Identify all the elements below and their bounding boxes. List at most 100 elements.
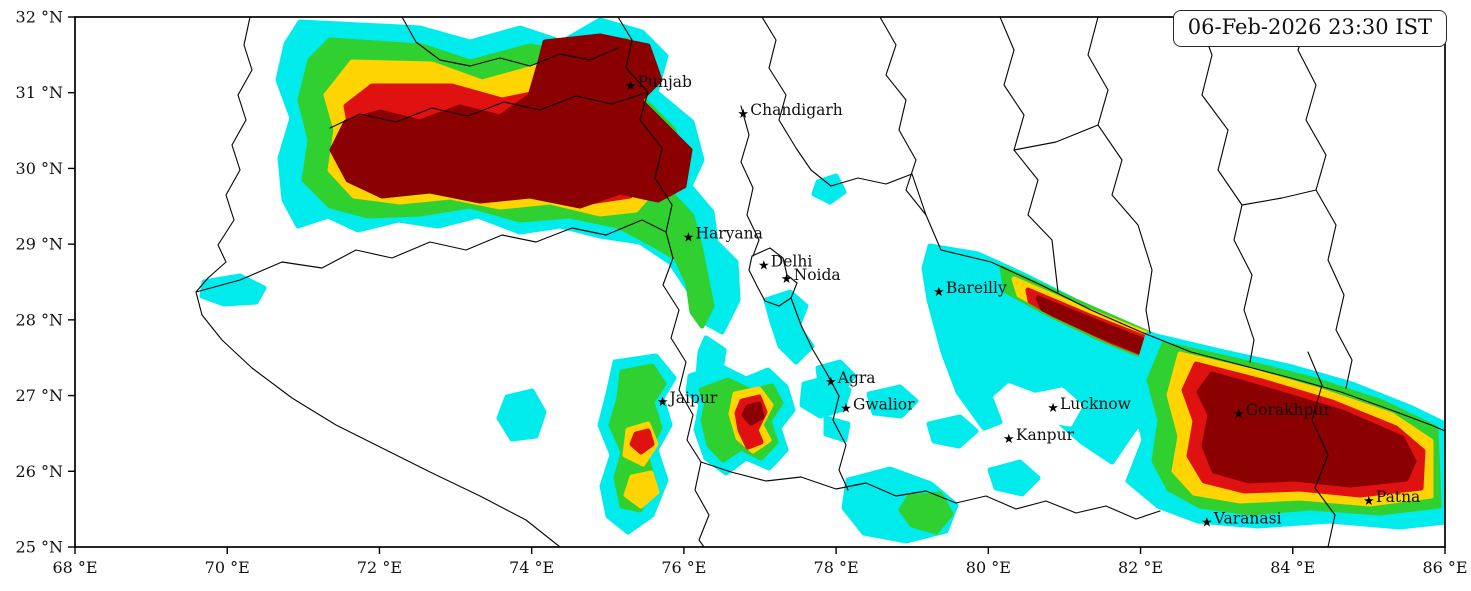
city-label: Jaipur (668, 389, 718, 407)
boundary-line (761, 17, 832, 187)
city-marker-chandigarh: ★ Chandigarh (737, 101, 842, 122)
y-tick-label: 25 °N (16, 538, 63, 557)
x-tick-label: 78 °E (814, 558, 859, 577)
city-label: Chandigarh (750, 101, 843, 119)
contour-region-wisp-1 (866, 384, 919, 419)
city-marker-gwalior: ★ Gwalior (840, 396, 915, 417)
city-star-icon: ★ (825, 375, 837, 390)
y-tick-label: 26 °N (16, 462, 63, 481)
x-tick-label: 86 °E (1422, 558, 1467, 577)
boundary-line (1241, 189, 1317, 206)
contour-region-cluster-w-yel-2 (623, 470, 660, 509)
city-marker-varanasi: ★ Varanasi (1201, 509, 1282, 530)
city-marker-bareilly: ★ Bareilly (933, 279, 1007, 300)
city-star-icon: ★ (933, 285, 945, 300)
boundary-line (329, 91, 649, 129)
contour-region-delhi-wisp-cyan (763, 289, 815, 365)
x-tick-label: 80 °E (966, 558, 1011, 577)
city-marker-agra: ★ Agra (825, 369, 876, 390)
city-star-icon: ★ (1233, 407, 1245, 422)
x-tick-label: 76 °E (661, 558, 706, 577)
timestamp-text: 06-Feb-2026 23:30 IST (1187, 15, 1432, 39)
city-label: Noida (794, 266, 841, 284)
contour-region-mp-green (898, 491, 954, 535)
y-tick-label: 31 °N (16, 83, 63, 102)
city-star-icon: ★ (1201, 515, 1213, 530)
y-tick-label: 27 °N (16, 386, 63, 405)
city-marker-lucknow: ★ Lucknow (1047, 395, 1131, 416)
contour-region-cluster-w-red (629, 428, 655, 455)
x-tick-label: 72 °E (357, 558, 402, 577)
state-boundary-lines (195, 17, 1445, 547)
contour-region-wisp-2 (926, 414, 979, 449)
city-star-icon: ★ (1047, 401, 1059, 416)
x-axis: 68 °E 70 °E 72 °E 74 °E 76 °E 78 °E 80 °E 82 °E… (52, 547, 1468, 577)
city-marker-jaipur: ★ Jaipur (657, 389, 718, 410)
city-label: Agra (837, 369, 876, 387)
contour-region-cluster-e-maroon (741, 401, 765, 426)
city-marker-delhi: ★ Delhi (758, 253, 812, 274)
x-tick-label: 68 °E (52, 558, 97, 577)
y-tick-label: 29 °N (16, 235, 63, 254)
boundary-line (940, 249, 1445, 432)
city-label: Patna (1376, 488, 1420, 506)
boundary-line (1013, 124, 1099, 151)
boundary-line (700, 461, 1161, 520)
boundary-line (879, 17, 942, 251)
boundary-line (790, 297, 849, 491)
city-marker-kanpur: ★ Kanpur (1003, 426, 1075, 447)
y-axis: 25 °N 26 °N 27 °N 28 °N 29 °N 30 °N 31 °N 32 °N (16, 8, 75, 557)
y-tick-label: 30 °N (16, 159, 63, 178)
plot-frame (74, 16, 1446, 548)
city-label: Gwalior (853, 396, 915, 414)
city-star-icon: ★ (1003, 432, 1015, 447)
city-marker-noida: ★ Noida (781, 266, 841, 287)
boundary-line (1307, 351, 1336, 547)
contour-region-east-maroon (1196, 371, 1417, 488)
boundary-line (617, 17, 673, 233)
city-star-icon: ★ (683, 231, 695, 246)
boundary-line (195, 17, 561, 547)
city-markers: ★ Punjab★ Chandigarh★ Haryana★ Delhi★ Noida★ B… (625, 73, 1421, 530)
contour-region-gwalior-cyan-2 (823, 415, 851, 443)
contour-region-wisp-3 (987, 459, 1041, 497)
city-label: Lucknow (1060, 395, 1132, 413)
city-star-icon: ★ (781, 272, 793, 287)
boundary-line (1297, 17, 1353, 389)
timestamp-box: 06-Feb-2026 23:30 IST (1172, 10, 1447, 48)
contour-region-hill-wisp-cyan (811, 173, 847, 205)
contour-region-gwalior-cyan-1 (799, 374, 852, 419)
city-marker-patna: ★ Patna (1363, 488, 1420, 509)
city-label: Varanasi (1213, 509, 1282, 527)
boundary-line (662, 231, 702, 463)
boundary-line (694, 461, 710, 547)
city-label: Haryana (695, 225, 762, 243)
city-star-icon: ★ (657, 395, 669, 410)
city-label: Delhi (771, 253, 813, 271)
boundary-line (195, 219, 667, 293)
x-tick-label: 82 °E (1118, 558, 1163, 577)
boundary-line (401, 17, 619, 67)
x-tick-label: 84 °E (1270, 558, 1315, 577)
x-tick-label: 70 °E (205, 558, 250, 577)
contour-region-patch-cyan (496, 388, 547, 442)
city-star-icon: ★ (840, 402, 852, 417)
contour-region-band-hole (1029, 387, 1083, 427)
contour-region-west-wisp-cyan (199, 273, 267, 307)
fog-intensity-layers (199, 17, 1445, 544)
city-star-icon: ★ (758, 259, 770, 274)
city-marker-punjab: ★ Punjab (625, 73, 692, 94)
city-star-icon: ★ (625, 79, 637, 94)
city-label: Punjab (638, 73, 692, 91)
city-marker-gorakhpur: ★ Gorakhpur (1233, 401, 1331, 422)
contour-region-punjab-maroon (329, 33, 693, 209)
boundary-line (830, 173, 927, 216)
y-tick-label: 32 °N (16, 8, 63, 27)
boundary-line (740, 105, 760, 257)
y-tick-label: 28 °N (16, 310, 63, 329)
city-star-icon: ★ (737, 107, 749, 122)
city-label: Bareilly (946, 279, 1007, 297)
city-label: Gorakhpur (1246, 401, 1332, 419)
